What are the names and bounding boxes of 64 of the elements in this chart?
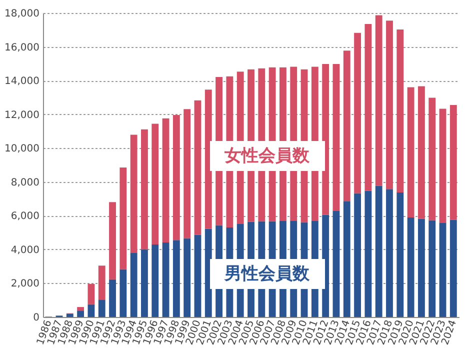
y-tick-label: 8,000: [10, 177, 40, 188]
bar: [141, 129, 148, 250]
bar: [396, 30, 404, 193]
bar: [109, 279, 116, 317]
bar: [354, 193, 361, 317]
bar: [194, 100, 202, 235]
bar: [162, 242, 170, 317]
bar: [428, 98, 436, 220]
bar: [386, 20, 393, 190]
bar: [120, 168, 127, 270]
bar: [450, 220, 457, 317]
bar: [364, 24, 372, 191]
bar: [386, 189, 393, 317]
bar: [407, 87, 414, 218]
bar: [364, 190, 372, 317]
bar: [354, 32, 361, 194]
y-tick-label: 10,000: [4, 144, 40, 155]
bar: [77, 307, 84, 311]
bar: [77, 310, 84, 317]
bar: [130, 252, 138, 317]
bar: [204, 90, 212, 229]
bar: [322, 64, 330, 215]
bar: [152, 244, 159, 317]
y-tick-label: 4,000: [10, 244, 40, 256]
bar: [66, 314, 74, 317]
bar: [88, 304, 95, 317]
bar: [450, 105, 457, 220]
y-tick-label: 0: [33, 312, 40, 324]
bar: [98, 300, 106, 317]
series-label: 男性会員数: [224, 264, 310, 284]
bar: [152, 124, 159, 245]
bar: [120, 269, 127, 317]
bar: [98, 266, 106, 300]
bar: [375, 186, 382, 317]
bar: [194, 234, 202, 317]
bar: [439, 108, 446, 223]
series-label: 女性会員数: [224, 146, 310, 166]
bar: [88, 284, 95, 304]
y-tick-label: 6,000: [10, 211, 40, 222]
bar: [332, 210, 340, 317]
bar: [375, 15, 382, 186]
y-tick-label: 2,000: [10, 278, 40, 290]
y-tick-label: 18,000: [4, 8, 40, 20]
bar: [332, 64, 340, 211]
bar: [141, 249, 148, 317]
bar: [204, 228, 212, 317]
bar: [172, 240, 180, 317]
y-tick-label: 16,000: [4, 42, 40, 54]
bar: [109, 202, 116, 280]
bar: [439, 222, 446, 317]
bar: [184, 238, 191, 317]
bar: [172, 115, 180, 240]
bar: [407, 218, 414, 317]
bar: [428, 220, 436, 317]
bar: [343, 201, 350, 317]
bar: [184, 109, 191, 238]
bar: [162, 118, 170, 243]
bar: [130, 134, 138, 253]
y-tick-label: 14,000: [4, 76, 40, 88]
bar: [396, 192, 404, 317]
bar: [418, 86, 425, 219]
bar: [418, 218, 425, 317]
bar: [343, 50, 350, 202]
y-tick-label: 12,000: [4, 110, 40, 121]
